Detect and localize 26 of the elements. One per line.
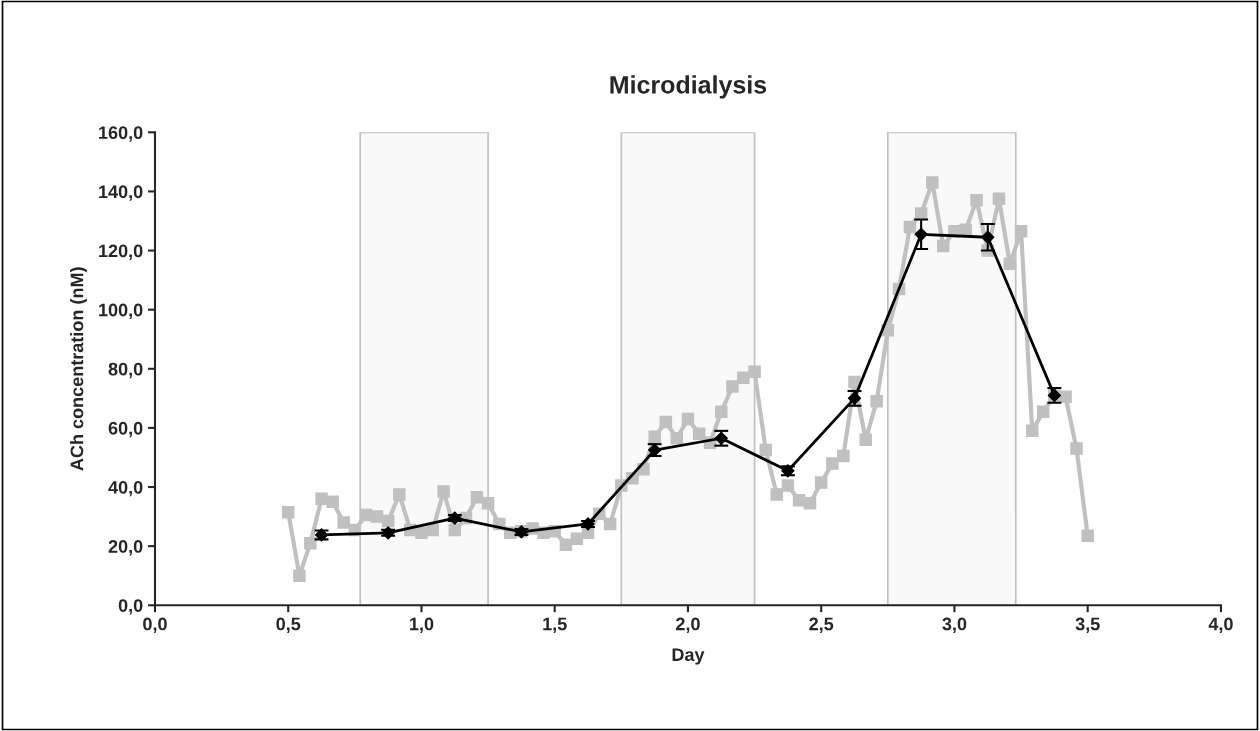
x-tick-label: 2,0 <box>676 617 700 633</box>
point <box>981 230 995 244</box>
x-axis-title: Day <box>672 648 705 665</box>
y-tick-label: 60,0 <box>108 421 143 438</box>
point <box>381 526 395 540</box>
point <box>581 517 595 531</box>
x-tick-label: 4,0 <box>1208 617 1233 633</box>
x-tick-label: 0,5 <box>276 617 301 633</box>
y-tick-label: 140,0 <box>99 185 143 201</box>
x-tick-label: 1,5 <box>543 617 567 633</box>
y-tick-label: 100,0 <box>99 303 143 320</box>
point <box>914 227 928 241</box>
y-axis-title: ACh concentration (nM) <box>70 267 87 471</box>
x-tick-label: 3,0 <box>942 617 967 633</box>
y-tick-label: 40,0 <box>108 480 143 497</box>
y-tick-label: 120,0 <box>99 244 143 260</box>
x-tick-label: 2,5 <box>809 617 834 633</box>
y-tick-label: 80,0 <box>108 362 143 379</box>
x-tick-label: 1,0 <box>410 617 434 633</box>
x-tick-label: 3,5 <box>1075 617 1100 633</box>
y-tick-label: 0,0 <box>118 599 143 615</box>
point <box>448 511 462 525</box>
x-tick-label: 0,0 <box>143 617 167 633</box>
y-tick-label: 160,0 <box>99 126 143 142</box>
y-tick-label: 20,0 <box>108 540 143 556</box>
chart-title: Microdialysis <box>610 75 767 99</box>
